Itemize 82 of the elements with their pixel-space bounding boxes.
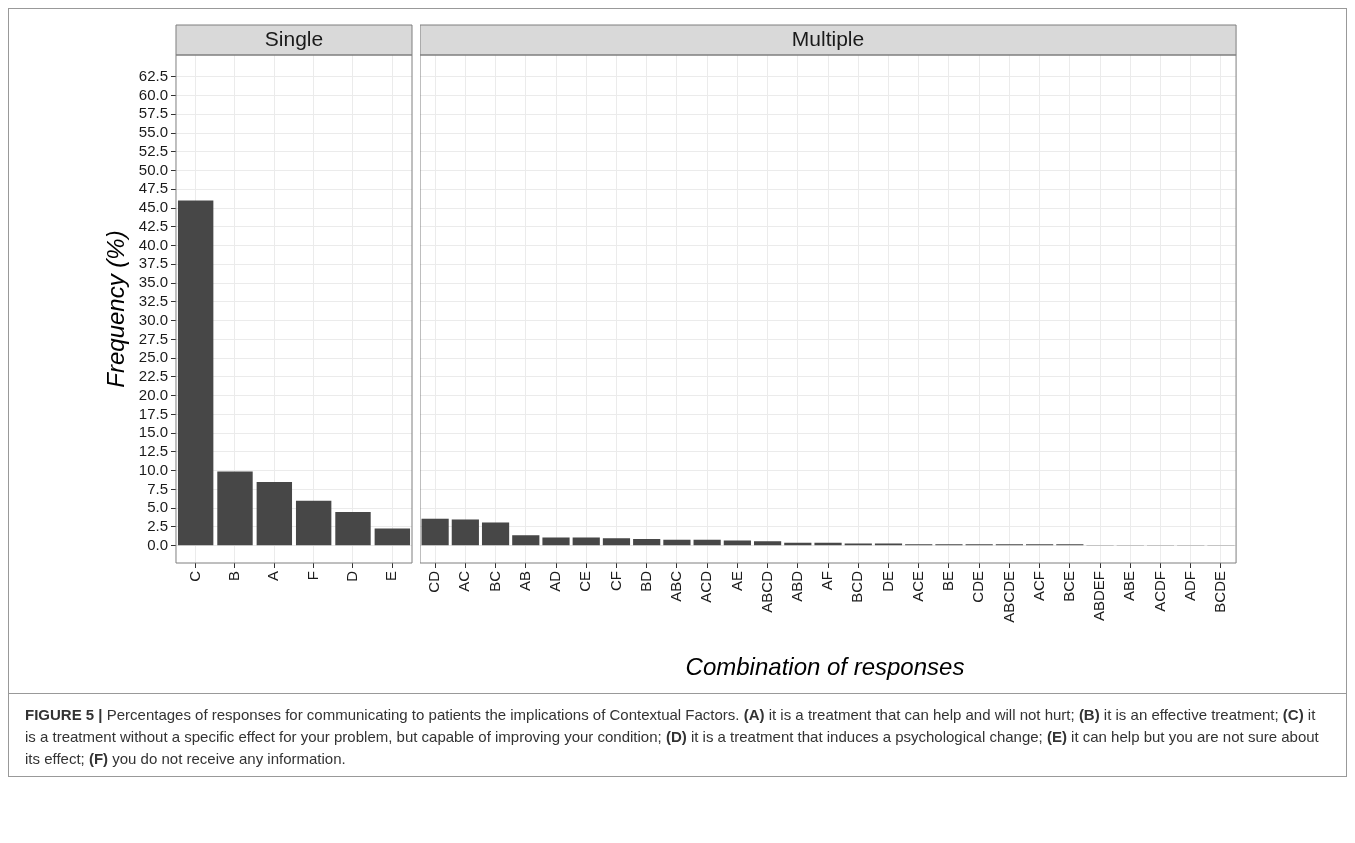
x-tick-label: ABCDE: [999, 571, 1017, 623]
x-tick-label: F: [303, 571, 321, 581]
x-tick-label: C: [185, 570, 203, 582]
x-tick-label: AD: [546, 570, 564, 592]
x-tick-label: D: [343, 570, 361, 582]
x-tick-label: ACE: [908, 571, 926, 602]
y-tick-label: 47.5: [138, 179, 168, 197]
bar: [512, 535, 540, 546]
x-tick-label: AF: [818, 571, 836, 591]
x-tick-label: CD: [425, 570, 443, 593]
bar: [217, 471, 253, 546]
y-tick-label: 35.0: [138, 273, 168, 291]
x-tick-label: ACD: [697, 570, 715, 603]
x-axis-title: Combination of responses: [684, 653, 966, 681]
y-axis-title: Frequency (%): [102, 230, 130, 388]
x-tick-label: AC: [455, 570, 473, 592]
x-tick-label: BC: [485, 570, 503, 592]
x-tick-label: CE: [576, 571, 594, 592]
bar: [572, 537, 600, 546]
y-tick-label: 40.0: [138, 235, 168, 253]
x-tick-label: CDE: [969, 571, 987, 603]
y-tick-label: 7.5: [147, 479, 168, 497]
x-tick-label: ABD: [787, 570, 805, 602]
y-tick-label: 32.5: [138, 292, 168, 310]
x-tick-label: CF: [606, 571, 624, 591]
x-tick-label: AE: [727, 571, 745, 592]
bar: [663, 539, 691, 546]
bar: [633, 538, 661, 546]
x-tick-label: ADF: [1180, 571, 1198, 601]
y-tick-label: 15.0: [138, 423, 168, 441]
y-tick-label: 25.0: [138, 348, 168, 366]
bar: [753, 541, 782, 546]
y-tick-label: 17.5: [138, 404, 168, 422]
y-tick-label: 62.5: [138, 66, 168, 84]
x-tick-label: ABE: [1120, 571, 1138, 602]
bar: [602, 538, 631, 546]
y-tick-label: 57.5: [138, 104, 168, 122]
bar: [177, 200, 214, 546]
y-tick-label: 30.0: [138, 310, 168, 328]
x-tick-label: ABDEF: [1090, 571, 1108, 622]
x-tick-label: E: [382, 571, 400, 582]
bar: [693, 539, 721, 546]
text: FIGURE 5 | Percentages of responses for communicating to patients the implications of Contextual Factors. (A) it is a treatment that can help and will not hurt; (B) it is an effective treatment; (C) it is a treatment without a specific effect for your problem, but capable of improving your condition; (D) it is a treatment that induces a psychological change; (E) it can help but you are not sure about its effect; (F) you do not receive any information.: [25, 706, 1319, 767]
y-tick-label: 12.5: [138, 442, 168, 460]
y-tick-label: 55.0: [138, 123, 168, 141]
x-tick-label: BE: [939, 571, 957, 592]
x-tick-label: ABC: [667, 570, 685, 602]
bar: [723, 540, 751, 546]
x-tick-label: B: [225, 571, 243, 582]
x-tick-label: BCDE: [1211, 571, 1229, 613]
bar: [421, 518, 449, 546]
x-tick-label: A: [264, 571, 282, 582]
y-tick-label: 20.0: [138, 385, 168, 403]
bar: [542, 537, 570, 546]
y-tick-label: 22.5: [138, 367, 168, 385]
y-tick-label: 60.0: [138, 85, 168, 103]
x-tick-label: ACDF: [1150, 571, 1168, 612]
bar: [451, 519, 479, 546]
y-tick-label: 45.0: [138, 198, 168, 216]
x-tick-label: BCE: [1059, 571, 1077, 602]
y-tick-label: 10.0: [138, 460, 168, 478]
y-tick-label: 50.0: [138, 160, 168, 178]
bar: [295, 500, 332, 546]
bar: [335, 511, 371, 546]
x-tick-label: ABCD: [757, 570, 775, 613]
x-tick-label: BD: [636, 570, 654, 592]
y-tick-label: 5.0: [147, 498, 168, 516]
x-tick-label: BCD: [848, 570, 866, 603]
bar: [256, 481, 293, 546]
chart-title: Multiple: [791, 26, 865, 50]
y-tick-label: 37.5: [138, 254, 168, 272]
y-tick-label: 42.5: [138, 216, 168, 234]
x-tick-label: DE: [878, 571, 896, 592]
bar: [481, 522, 510, 546]
chart-title: Single: [264, 26, 324, 50]
y-tick-label: 52.5: [138, 141, 168, 159]
y-tick-label: 0.0: [147, 535, 168, 553]
y-tick-label: 27.5: [138, 329, 168, 347]
x-tick-label: ACF: [1029, 571, 1047, 601]
x-tick-label: AB: [515, 571, 533, 592]
y-tick-label: 2.5: [147, 517, 168, 535]
bar: [374, 528, 411, 546]
